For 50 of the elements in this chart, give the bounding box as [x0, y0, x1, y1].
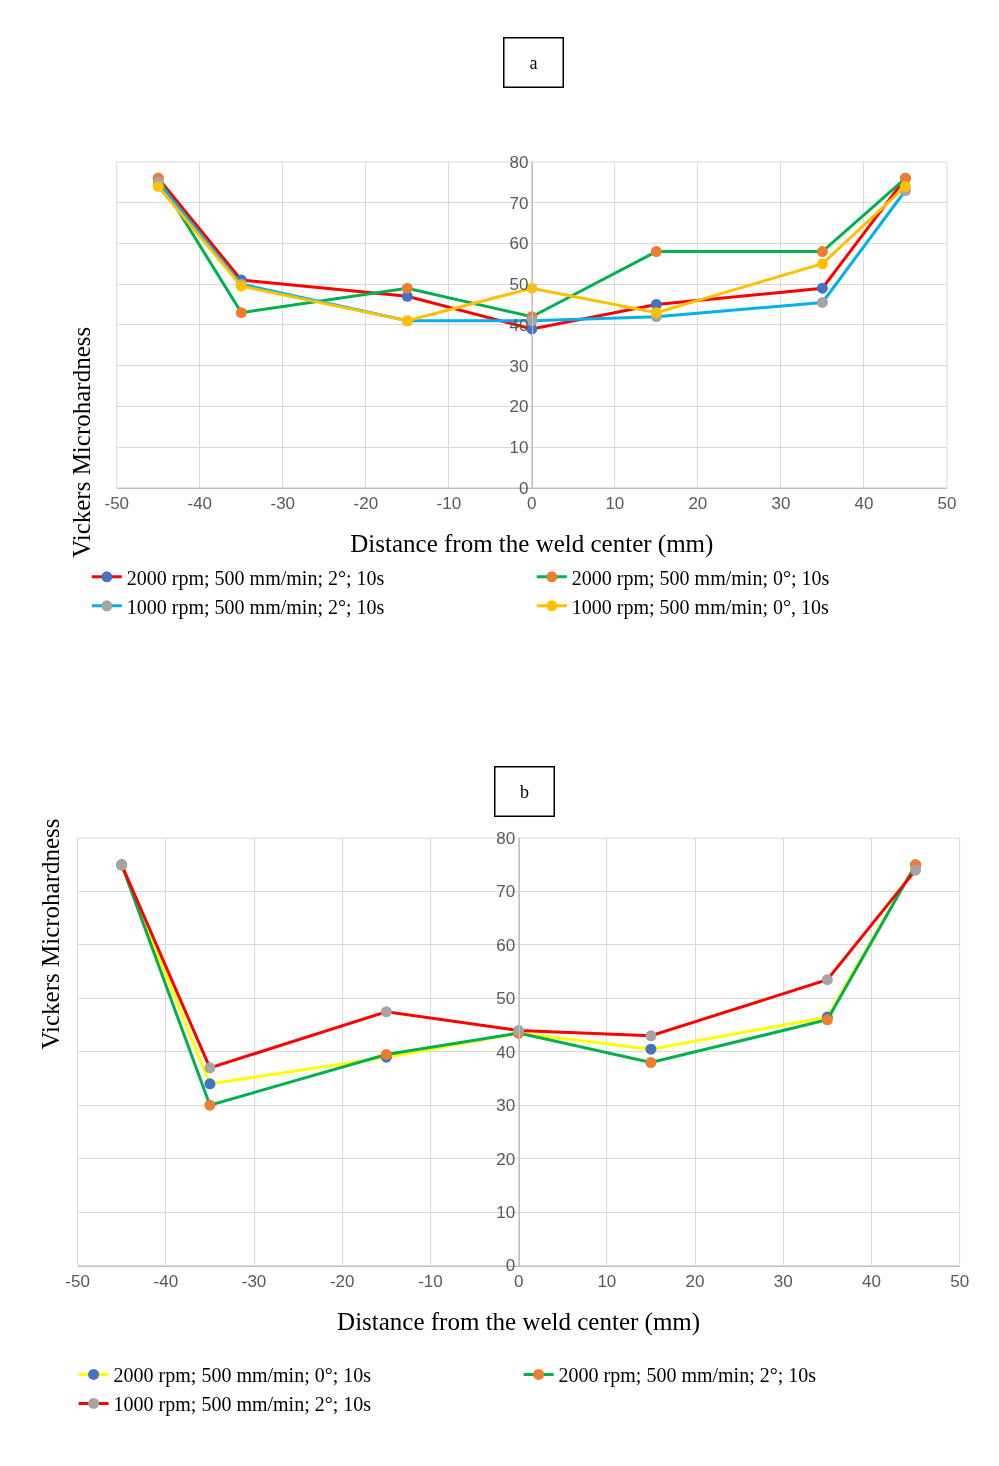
y-tick-label: 40 — [496, 1042, 516, 1062]
x-tick-label: 40 — [861, 1271, 881, 1291]
y-tick-label: 20 — [509, 397, 529, 417]
legend-label: 2000 rpm; 500 mm/min; 0°; 10s — [571, 566, 830, 590]
chart-title: a — [529, 52, 538, 73]
y-tick-label: 70 — [496, 882, 516, 902]
chart-title: b — [520, 781, 529, 802]
legend-label: 1000 rpm; 500 mm/min; 2°; 10s — [126, 595, 385, 619]
x-tick-label: 40 — [854, 494, 874, 514]
legend-label: 1000 rpm; 500 mm/min; 2°; 10s — [113, 1393, 372, 1417]
legend-label: 2000 rpm; 500 mm/min; 2°; 10s — [126, 566, 385, 590]
y-tick-label: 10 — [509, 437, 529, 457]
x-tick-label: 20 — [685, 1271, 705, 1291]
y-tick-label: 20 — [496, 1149, 516, 1169]
x-tick-label: -40 — [153, 1271, 179, 1291]
legend-label: 2000 rpm; 500 mm/min; 0°; 10s — [113, 1364, 372, 1388]
x-tick-label: 20 — [688, 494, 708, 514]
y-tick-label: 50 — [509, 275, 529, 295]
x-tick-label: -20 — [329, 1271, 355, 1291]
y-tick-label: 30 — [509, 356, 529, 376]
x-tick-label: -40 — [187, 494, 213, 514]
x-tick-label: -10 — [436, 494, 462, 514]
x-tick-label: -50 — [65, 1271, 90, 1291]
x-tick-label: -20 — [353, 494, 379, 514]
x-tick-label: 10 — [597, 1271, 617, 1291]
y-tick-label: 80 — [509, 152, 529, 172]
x-tick-label: 50 — [937, 494, 957, 514]
x-tick-label: 50 — [950, 1271, 970, 1291]
y-axis-title: Vickers Microhardness — [36, 818, 64, 1050]
x-axis-title: Distance from the weld center (mm) — [350, 530, 714, 559]
x-tick-label: 10 — [605, 494, 625, 514]
y-tick-label: 10 — [496, 1203, 516, 1223]
y-tick-label: 30 — [496, 1096, 516, 1116]
y-tick-label: 0 — [518, 478, 529, 498]
y-tick-label: 60 — [509, 234, 529, 254]
x-tick-label: -30 — [241, 1271, 267, 1291]
y-tick-label: 70 — [509, 193, 529, 213]
x-tick-label: -50 — [104, 494, 130, 514]
x-tick-label: 30 — [773, 1271, 793, 1291]
x-tick-label: -10 — [418, 1271, 443, 1291]
x-tick-label: -30 — [270, 494, 296, 514]
y-tick-label: 80 — [496, 829, 516, 849]
x-axis-title: Distance from the weld center (mm) — [337, 1307, 701, 1336]
y-tick-label: 50 — [496, 989, 516, 1009]
legend-label: 1000 rpm; 500 mm/min; 0°, 10s — [571, 595, 829, 619]
y-tick-label: 0 — [505, 1256, 516, 1276]
legend-label: 2000 rpm; 500 mm/min; 2°; 10s — [558, 1364, 817, 1388]
x-tick-label: 30 — [771, 494, 791, 514]
y-axis-title: Vickers Microhardness — [68, 326, 96, 558]
y-tick-label: 60 — [496, 935, 516, 955]
